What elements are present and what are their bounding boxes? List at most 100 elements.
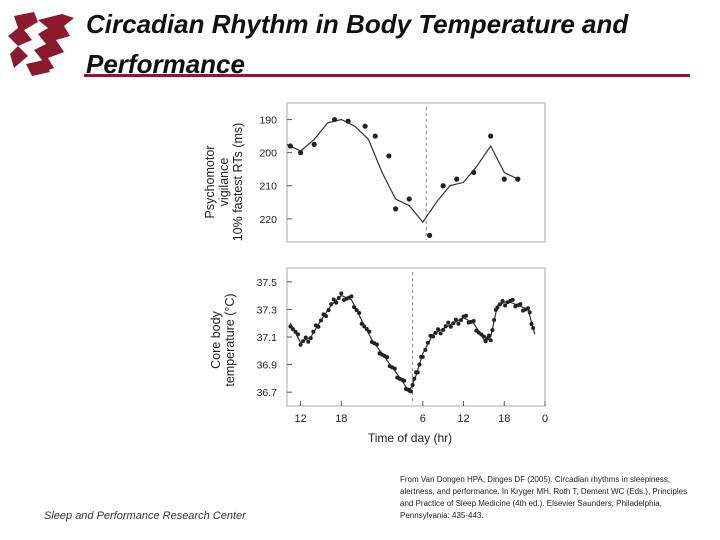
temperature-point-73	[464, 313, 469, 318]
temperature-point-4	[298, 342, 303, 347]
temperature-point-16	[329, 302, 334, 307]
temperature-point-25	[352, 305, 357, 310]
psychomotor-point-0	[287, 143, 293, 149]
temperature-point-64	[441, 327, 446, 332]
temperature-point-101	[527, 310, 532, 315]
temperature-point-26	[354, 308, 359, 313]
psychomotor-point-9	[406, 196, 412, 202]
psychomotor-ytick-label-3: 220	[259, 214, 277, 226]
psychomotor-point-14	[488, 133, 494, 139]
temperature-point-0	[288, 324, 293, 329]
psychomotor-point-2	[311, 141, 317, 147]
psychomotor-point-11	[440, 183, 446, 189]
psychomotor-ytick-label-2: 210	[259, 181, 277, 193]
temperature-point-1	[290, 327, 295, 332]
temperature-frame	[286, 267, 546, 407]
temperature-point-9	[311, 329, 316, 334]
temperature-point-19	[336, 296, 341, 301]
temperature-point-17	[331, 297, 336, 302]
temperature-point-56	[420, 354, 425, 359]
x-tick-label-5: 0	[542, 413, 548, 425]
temperature-point-20	[339, 291, 344, 296]
temperature-point-53	[415, 370, 420, 375]
temperature-point-83	[486, 333, 491, 338]
temperature-point-3	[296, 332, 301, 337]
temperature-point-91	[503, 303, 508, 308]
psychomotor-point-8	[393, 206, 399, 212]
temperature-ytick-label-3: 37.3	[257, 304, 278, 316]
temperature-point-7	[306, 339, 311, 344]
temperature-point-12	[318, 318, 323, 323]
temperature-point-29	[362, 324, 367, 329]
temperature-point-63	[438, 331, 443, 336]
temperature-point-18	[334, 300, 339, 305]
temperature-ytick-label-2: 37.1	[257, 332, 278, 344]
temperature-point-51	[412, 376, 417, 381]
psychomotor-point-13	[471, 169, 477, 176]
temperature-point-86	[492, 318, 497, 323]
temperature-point-97	[518, 302, 523, 307]
temperature-point-27	[357, 311, 362, 316]
temperature-ytick-label-0: 36.7	[257, 387, 278, 399]
temperature-point-85	[490, 328, 495, 333]
temperature-point-24	[349, 294, 354, 299]
temperature-point-45	[402, 378, 407, 383]
title-rule	[84, 74, 690, 77]
temperature-point-89	[498, 302, 503, 307]
temperature-point-102	[529, 322, 534, 327]
temperature-point-54	[417, 362, 422, 367]
temperature-point-11	[316, 324, 321, 329]
temperature-point-49	[408, 389, 413, 394]
temperature-point-34	[374, 342, 379, 347]
temperature-point-38	[385, 355, 390, 360]
temperature-point-94	[510, 297, 515, 302]
x-tick-label-4: 18	[498, 413, 510, 425]
x-tick-label-3: 12	[457, 413, 469, 425]
temperature-point-8	[308, 336, 313, 341]
temperature-point-14	[324, 314, 329, 319]
temperature-point-15	[326, 308, 331, 313]
temperature-point-82	[485, 336, 490, 341]
temperature-point-67	[448, 324, 453, 329]
temperature-point-103	[531, 326, 536, 331]
temperature-point-81	[483, 339, 488, 344]
temperature-point-100	[526, 306, 531, 311]
temperature-point-68	[451, 321, 456, 326]
psychomotor-curve	[286, 118, 519, 224]
wsu-cougar-logo	[8, 12, 74, 76]
temperature-point-80	[481, 334, 486, 339]
temperature-point-84	[488, 338, 493, 343]
temperature-point-50	[410, 383, 415, 388]
temperature-point-69	[453, 317, 458, 322]
x-tick-label-0: 12	[294, 413, 306, 425]
temperature-point-88	[495, 305, 500, 310]
temperature-point-60	[430, 334, 435, 339]
psychomotor-ytick-label-1: 200	[259, 148, 277, 160]
psychomotor-panel: 190 200 210 220	[259, 102, 546, 243]
psychomotor-point-7	[386, 153, 392, 159]
temperature-point-2	[293, 329, 298, 334]
psychomotor-point-10	[426, 232, 433, 238]
temperature-ytick-label-1: 36.9	[257, 360, 278, 372]
psychomotor-point-6	[372, 133, 378, 139]
temperature-point-31	[367, 329, 372, 334]
psychomotor-point-12	[454, 176, 460, 182]
temperature-point-90	[500, 298, 505, 303]
temperature-point-65	[443, 324, 448, 329]
psychomotor-point-15	[501, 176, 507, 182]
temperature-point-57	[423, 347, 428, 352]
psychomotor-frame	[286, 102, 546, 243]
x-axis-label: Time of day (hr)	[368, 431, 452, 445]
x-tick-label-1: 18	[335, 413, 347, 425]
x-tick-label-2: 6	[420, 413, 426, 425]
temperature-point-66	[446, 320, 451, 325]
temperature-point-6	[303, 335, 308, 340]
psychomotor-ytick-label-0: 190	[259, 115, 277, 127]
psychomotor-point-4	[345, 118, 351, 124]
psychomotor-point-16	[515, 176, 521, 182]
temperature-point-70	[456, 321, 461, 326]
temperature-ytick-label-4: 37.5	[257, 277, 278, 289]
temperature-point-76	[471, 318, 476, 323]
temperature-point-41	[392, 366, 397, 371]
